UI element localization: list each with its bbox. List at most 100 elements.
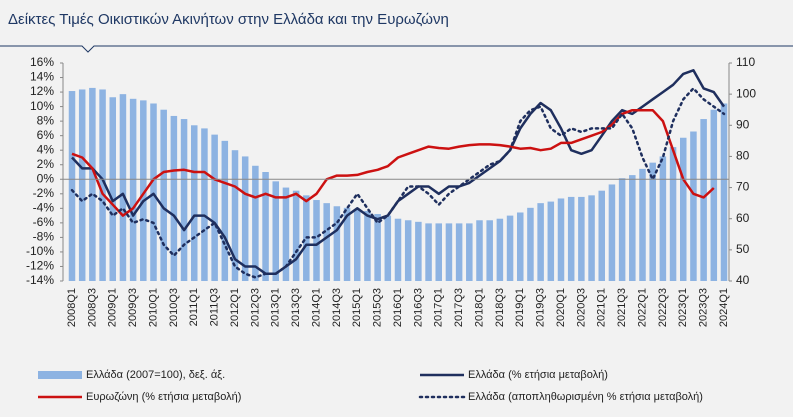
bar [160,109,167,281]
bar [109,97,117,281]
y2-tick-label: 90 [736,117,750,131]
bar [588,195,595,281]
bar [384,215,392,281]
x-tick-label: 2015Q3 [372,288,384,327]
bar [476,220,483,281]
x-tick-label: 2012Q3 [249,288,261,327]
bar [201,128,208,281]
bar [231,150,239,281]
chart-title: Δείκτες Τιμές Οικιστικών Ακινήτων στην Ε… [8,11,449,28]
bar [720,103,728,281]
x-tick-label: 2022Q3 [657,288,669,327]
bar [455,223,463,281]
x-tick-label: 2021Q3 [616,288,628,327]
x-tick-label: 2011Q3 [209,288,221,326]
x-tick-label: 2023Q1 [677,288,689,327]
x-tick-label: 2013Q3 [290,288,302,327]
x-tick-label: 2016Q1 [392,288,404,327]
bar [506,215,514,281]
bar [89,87,96,282]
y-tick-label: 8% [37,113,55,127]
y2-tick-label: 70 [736,180,750,194]
x-tick-label: 2010Q1 [147,288,159,327]
x-tick-label: 2024Q1 [718,288,730,327]
bar [618,178,626,281]
x-tick-label: 2014Q1 [310,288,322,327]
bar [710,109,718,281]
x-tick-label: 2013Q1 [270,288,282,327]
x-tick-label: 2008Q3 [86,288,98,327]
bar [679,137,687,281]
bar [466,223,473,281]
y-tick-label: 10% [30,99,54,113]
x-tick-label: 2020Q3 [575,288,587,327]
x-tick-label: 2023Q3 [698,288,710,327]
y-tick-label: -10% [26,244,54,258]
bar [323,203,330,281]
bar [374,214,381,281]
y2-tick-label: 40 [736,273,750,287]
bar [78,89,86,281]
x-tick-label: 2018Q3 [494,288,506,327]
x-tick-label: 2018Q1 [473,288,485,327]
x-tick-label: 2011Q1 [188,288,200,326]
bar [415,221,422,281]
bar [639,168,646,281]
y2-tick-label: 100 [736,86,756,100]
bar [537,203,544,281]
bar [119,94,127,282]
bar [211,134,218,281]
bar [333,206,341,281]
bar [608,184,616,281]
bar [68,91,76,282]
bar [140,100,147,281]
y-tick-label: 12% [30,84,54,98]
x-tick-label: 2019Q1 [514,288,526,327]
bar [190,125,198,282]
bar [496,218,504,281]
title-rule [0,45,793,53]
bar [262,172,269,281]
bar [598,190,606,281]
bar [272,181,280,281]
bar [404,220,412,281]
y-tick-label: -12% [26,259,54,273]
bar [659,156,667,281]
x-tick-label: 2015Q1 [351,288,363,327]
bar [241,156,249,281]
bar [567,196,575,281]
legend-swatch [38,371,82,379]
x-tick-label: 2019Q3 [535,288,547,327]
bar [557,198,565,281]
bar [435,223,443,281]
legend-label: Ελλάδα (% ετήσια μεταβολή) [468,369,608,381]
y2-tick-label: 50 [736,242,750,256]
bar [221,140,229,281]
bar [425,223,432,281]
x-tick-label: 2008Q1 [66,288,78,327]
y-tick-label: -2% [33,186,55,200]
x-tick-label: 2014Q3 [331,288,343,327]
legend-label: Ελλάδα (αποπληθωρισμένη % ετήσια μεταβολ… [468,391,703,403]
bar [99,89,106,281]
y-tick-label: 0% [37,171,55,185]
x-tick-label: 2022Q1 [636,288,648,327]
bar [180,119,188,281]
legend-label: Ελλάδα (2007=100), δεξ. άξ. [86,369,225,381]
x-tick-label: 2012Q1 [229,288,241,327]
bar [394,218,402,281]
x-tick-label: 2010Q3 [168,288,180,327]
y-tick-label: -8% [33,230,55,244]
y2-tick-label: 80 [736,149,750,163]
x-tick-label: 2017Q1 [433,288,445,327]
y-tick-label: -14% [26,273,54,287]
bar [649,162,656,281]
x-tick-label: 2020Q1 [555,288,567,327]
bar [292,190,300,281]
x-tick-label: 2016Q3 [412,288,424,327]
bar [486,220,493,281]
y2-tick-label: 110 [736,55,755,69]
y-tick-label: -6% [33,215,55,229]
line [71,108,715,217]
y-tick-label: 4% [37,142,55,156]
